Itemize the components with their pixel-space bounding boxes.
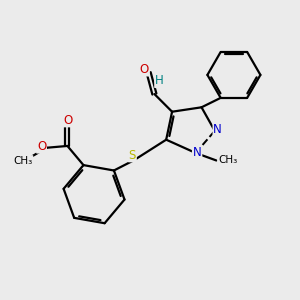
- Text: O: O: [37, 140, 46, 153]
- Text: S: S: [129, 148, 136, 161]
- Text: O: O: [63, 113, 73, 127]
- Text: O: O: [140, 63, 149, 76]
- Text: N: N: [213, 123, 222, 136]
- Text: N: N: [193, 146, 202, 159]
- Text: CH₃: CH₃: [13, 156, 33, 166]
- Text: H: H: [155, 74, 164, 87]
- Text: CH₃: CH₃: [218, 155, 237, 165]
